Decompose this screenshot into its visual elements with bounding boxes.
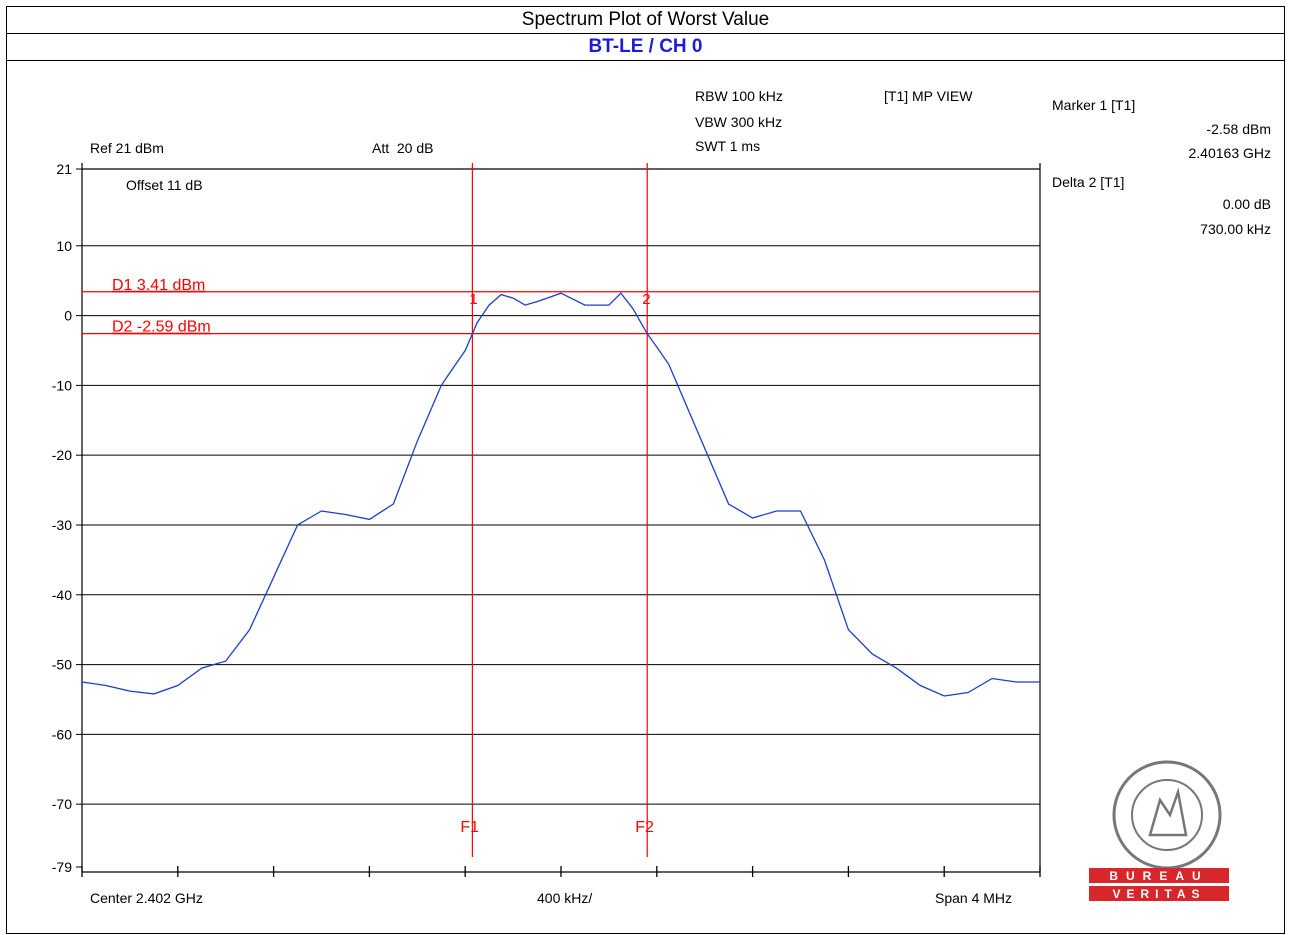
x-axis-ticks <box>81 866 1041 877</box>
logo-seal-outer-ring <box>1112 760 1222 870</box>
spectrum-trace <box>81 292 1040 697</box>
rbw-label: RBW 100 kHz <box>695 88 783 104</box>
f2-label: F2 <box>635 819 654 836</box>
view-mode-label: [T1] MP VIEW <box>884 88 973 104</box>
plot-frame <box>81 163 1041 873</box>
logo-seal-inner-ring <box>1131 779 1203 851</box>
y-tick-label: 0 <box>64 308 72 324</box>
y-tick-label: -10 <box>52 377 72 393</box>
marker1-level: -2.58 dBm <box>1206 121 1271 137</box>
marker1-frequency: 2.40163 GHz <box>1189 145 1272 161</box>
report-frame: Spectrum Plot of Worst Value BT-LE / CH … <box>6 6 1285 934</box>
span-label: Span 4 MHz <box>935 890 1012 906</box>
attenuation-label: Att 20 dB <box>372 140 433 156</box>
page-title: Spectrum Plot of Worst Value <box>7 7 1284 34</box>
ref-level-label: Ref 21 dBm <box>90 140 164 156</box>
logo-band-top <box>1089 868 1229 883</box>
delta2-title: Delta 2 [T1] <box>1052 174 1124 190</box>
f1-label: F1 <box>460 819 479 836</box>
logo-word-veritas: VERITAS <box>1112 887 1205 901</box>
page-subtitle: BT-LE / CH 0 <box>7 34 1284 61</box>
marker2-tag: 2 <box>642 291 650 308</box>
marker1-tag: 1 <box>469 291 477 308</box>
swt-label: SWT 1 ms <box>695 138 760 154</box>
y-tick-label: -79 <box>52 859 72 875</box>
y-tick-label: -70 <box>52 796 72 812</box>
d1-line-label: D1 3.41 dBm <box>112 277 205 294</box>
marker-lines <box>82 163 1040 857</box>
vbw-label: VBW 300 kHz <box>695 114 782 130</box>
logo-seal-figure <box>1148 787 1188 837</box>
center-frequency-label: Center 2.402 GHz <box>90 890 203 906</box>
logo-band-bottom <box>1089 886 1229 901</box>
y-tick-label: 10 <box>56 238 72 254</box>
y-tick-label: -60 <box>52 726 72 742</box>
marker1-title: Marker 1 [T1] <box>1052 97 1135 113</box>
grid-lines <box>82 168 1040 805</box>
division-label: 400 kHz/ <box>537 890 592 906</box>
logo-word-bureau: BUREAU <box>1109 869 1208 883</box>
y-axis-ticks: 21 10 0 -10 -20 -30 -40 -50 -60 -70 -79 <box>52 161 82 875</box>
y-tick-label: -40 <box>52 587 72 603</box>
offset-label: Offset 11 dB <box>126 177 203 193</box>
delta2-frequency: 730.00 kHz <box>1200 221 1271 237</box>
y-tick-label: -30 <box>52 517 72 533</box>
y-tick-label: 21 <box>56 161 72 177</box>
bureau-veritas-logo: BUREAU VERITAS <box>1089 760 1229 901</box>
y-tick-label: -20 <box>52 447 72 463</box>
y-tick-label: -50 <box>52 657 72 673</box>
d2-line-label: D2 -2.59 dBm <box>112 319 211 336</box>
delta2-level: 0.00 dB <box>1223 196 1271 212</box>
